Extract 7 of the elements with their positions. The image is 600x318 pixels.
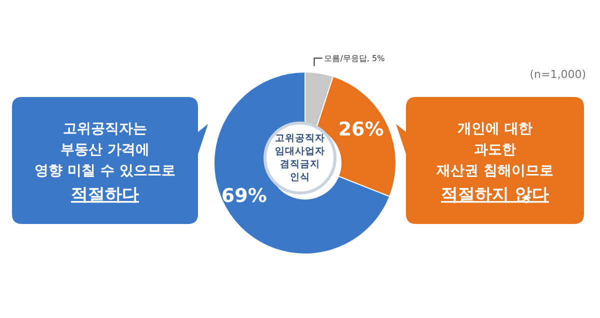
data-label: 26%	[338, 118, 384, 140]
text: (n=1,000)	[530, 68, 586, 81]
slice-label: 개인에 대한 과도한 재산권 침해이므로 적절하지 않다	[436, 121, 554, 205]
slice-label: 고위공직자는 부동산 가격에 영향 미칠 수 있으므로 적절하다	[34, 121, 176, 205]
text: 고위공직자 임대사업자 겸직금지 인식	[275, 133, 325, 183]
slice-label: 모름/무응답, 5%	[324, 54, 386, 64]
data-label: 69%	[221, 184, 267, 207]
